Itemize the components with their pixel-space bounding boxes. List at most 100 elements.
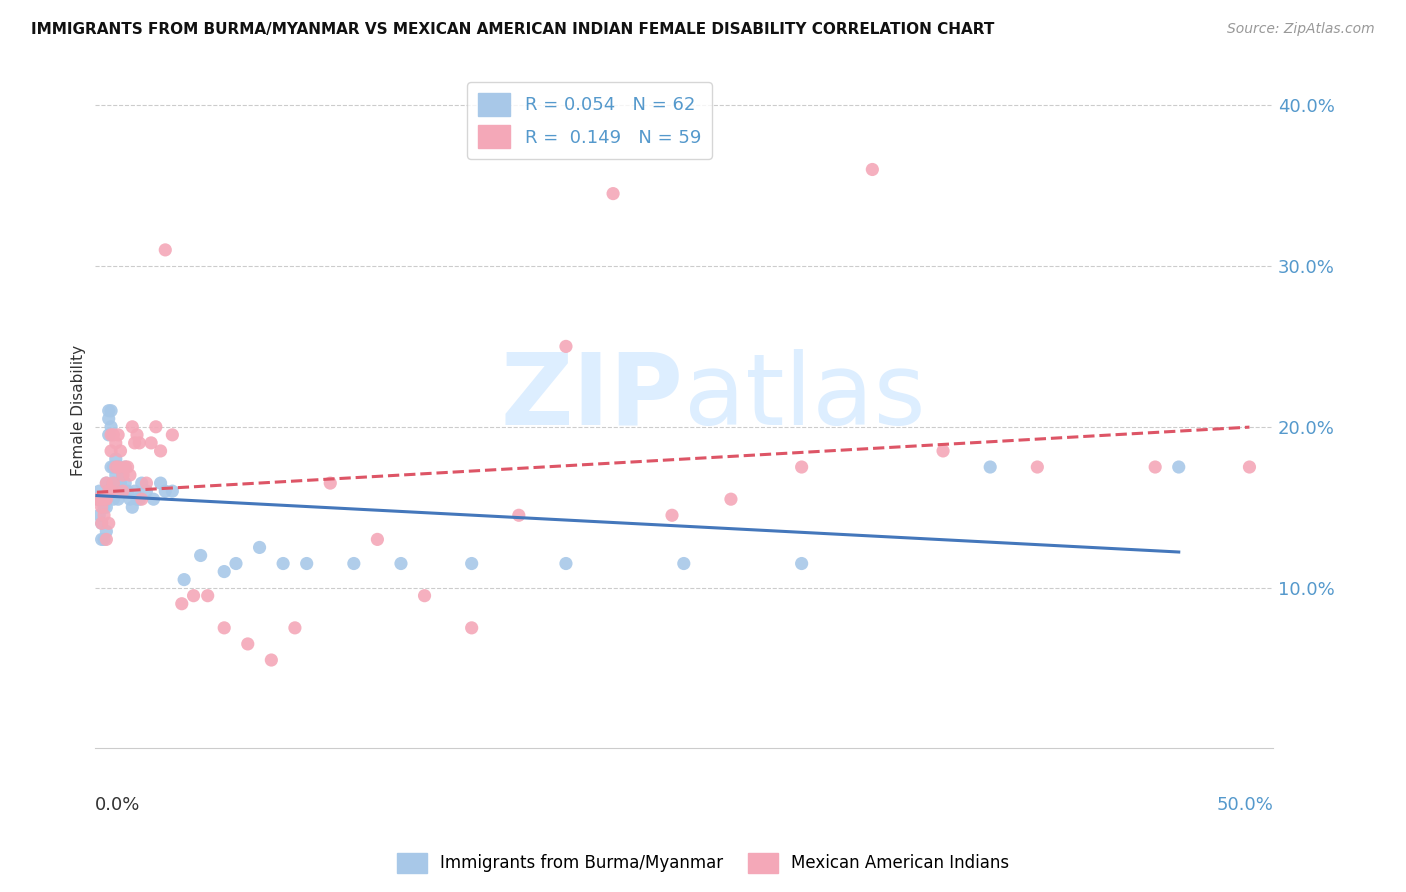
Point: [197, 589, 219, 603]
Point: [121, 419, 143, 434]
Point: [111, 484, 134, 499]
Text: 50.0%: 50.0%: [1216, 796, 1272, 814]
Point: [103, 492, 125, 507]
Point: [124, 484, 146, 499]
Point: [173, 573, 195, 587]
Point: [90, 492, 112, 507]
Point: [100, 484, 122, 499]
Point: [236, 637, 259, 651]
Point: [284, 621, 307, 635]
Point: [131, 492, 153, 507]
Point: [93, 533, 115, 547]
Point: [96, 476, 118, 491]
Point: [225, 557, 247, 571]
Point: [413, 589, 436, 603]
Point: [162, 428, 184, 442]
Point: [96, 524, 118, 539]
Point: [1239, 460, 1261, 475]
Point: [93, 500, 115, 515]
Point: [135, 484, 157, 499]
Point: [104, 452, 127, 467]
Point: [86, 492, 108, 507]
Point: [1144, 460, 1167, 475]
Point: [555, 557, 578, 571]
Point: [190, 549, 212, 563]
Point: [103, 428, 125, 442]
Point: [118, 492, 141, 507]
Point: [145, 419, 167, 434]
Point: [96, 500, 118, 515]
Point: [90, 516, 112, 531]
Point: [790, 557, 813, 571]
Legend: Immigrants from Burma/Myanmar, Mexican American Indians: Immigrants from Burma/Myanmar, Mexican A…: [389, 847, 1017, 880]
Point: [103, 476, 125, 491]
Point: [104, 468, 127, 483]
Point: [661, 508, 683, 523]
Point: [672, 557, 695, 571]
Point: [114, 476, 136, 491]
Legend: R = 0.054   N = 62, R =  0.149   N = 59: R = 0.054 N = 62, R = 0.149 N = 59: [467, 82, 711, 159]
Text: IMMIGRANTS FROM BURMA/MYANMAR VS MEXICAN AMERICAN INDIAN FEMALE DISABILITY CORRE: IMMIGRANTS FROM BURMA/MYANMAR VS MEXICAN…: [31, 22, 994, 37]
Point: [107, 492, 129, 507]
Point: [183, 589, 205, 603]
Point: [260, 653, 283, 667]
Point: [170, 597, 193, 611]
Point: [111, 468, 134, 483]
Point: [104, 484, 127, 499]
Point: [104, 436, 127, 450]
Point: [89, 492, 111, 507]
Point: [121, 500, 143, 515]
Point: [100, 419, 122, 434]
Point: [979, 460, 1001, 475]
Point: [110, 476, 132, 491]
Point: [720, 492, 742, 507]
Point: [96, 533, 118, 547]
Point: [117, 460, 139, 475]
Point: [343, 557, 366, 571]
Point: [1167, 460, 1189, 475]
Point: [110, 460, 132, 475]
Point: [100, 444, 122, 458]
Point: [249, 541, 271, 555]
Point: [96, 492, 118, 507]
Point: [149, 444, 172, 458]
Point: [97, 516, 120, 531]
Point: [107, 476, 129, 491]
Point: [555, 339, 578, 353]
Point: [128, 436, 150, 450]
Point: [135, 476, 157, 491]
Point: [97, 428, 120, 442]
Point: [295, 557, 318, 571]
Point: [790, 460, 813, 475]
Point: [107, 460, 129, 475]
Point: [142, 492, 165, 507]
Point: [90, 533, 112, 547]
Point: [508, 508, 530, 523]
Point: [110, 444, 132, 458]
Point: [366, 533, 388, 547]
Point: [131, 476, 153, 491]
Point: [139, 436, 162, 450]
Point: [103, 476, 125, 491]
Point: [104, 460, 127, 475]
Point: [117, 484, 139, 499]
Point: [111, 484, 134, 499]
Point: [90, 516, 112, 531]
Point: [271, 557, 294, 571]
Point: [460, 621, 482, 635]
Point: [118, 468, 141, 483]
Point: [107, 460, 129, 475]
Point: [125, 492, 148, 507]
Point: [89, 484, 111, 499]
Point: [100, 403, 122, 417]
Point: [93, 492, 115, 507]
Point: [162, 484, 184, 499]
Point: [89, 508, 111, 523]
Point: [96, 492, 118, 507]
Point: [212, 621, 235, 635]
Point: [93, 492, 115, 507]
Point: [111, 468, 134, 483]
Point: [149, 476, 172, 491]
Point: [124, 436, 146, 450]
Text: Source: ZipAtlas.com: Source: ZipAtlas.com: [1227, 22, 1375, 37]
